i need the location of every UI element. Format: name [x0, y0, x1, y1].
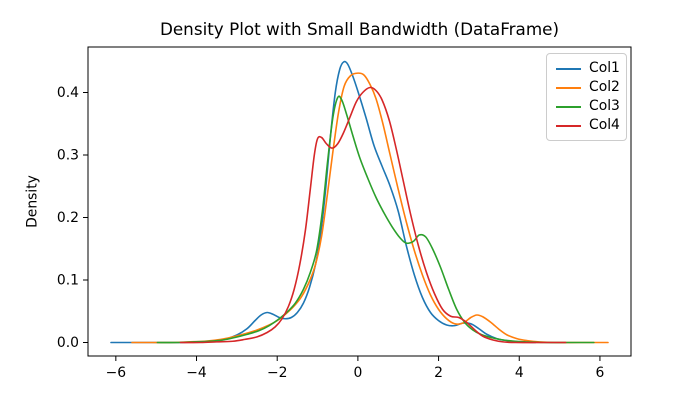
- axes-frame: [87, 46, 632, 357]
- y-tick-label: 0.1: [57, 273, 79, 289]
- legend-label: Col1: [589, 60, 620, 76]
- legend: Col1 Col2 Col3 Col4: [546, 53, 627, 141]
- series-line-col3: [156, 95, 595, 344]
- legend-label: Col3: [589, 98, 620, 114]
- y-tick-label: 0.3: [57, 148, 79, 164]
- x-tick-label: 4: [515, 365, 524, 381]
- legend-item-col2: Col2: [556, 78, 620, 97]
- legend-line-swatch-col1: [556, 67, 581, 70]
- legend-item-col3: Col3: [556, 97, 620, 116]
- legend-label: Col2: [589, 79, 620, 95]
- legend-label: Col4: [589, 117, 620, 133]
- x-tick-label: 0: [353, 365, 362, 381]
- x-tick-label: 6: [596, 365, 605, 381]
- y-tick-label: 0.0: [57, 335, 79, 351]
- y-tick-label: 0.2: [57, 210, 79, 226]
- x-tick-label: −2: [267, 365, 287, 381]
- series-line-col4: [179, 86, 567, 344]
- x-tick-label: 2: [434, 365, 443, 381]
- legend-line-swatch-col4: [556, 124, 581, 127]
- y-tick-label: 0.4: [57, 85, 79, 101]
- legend-item-col4: Col4: [556, 116, 620, 135]
- series-line-col1: [110, 60, 537, 344]
- legend-item-col1: Col1: [556, 59, 620, 78]
- y-axis-label: Density: [24, 175, 41, 228]
- x-tick-label: −6: [106, 365, 126, 381]
- series-line-col2: [131, 72, 609, 344]
- chart-title: Density Plot with Small Bandwidth (DataF…: [159, 19, 560, 39]
- legend-line-swatch-col3: [556, 105, 581, 108]
- x-tick-label: −4: [186, 365, 207, 381]
- legend-line-swatch-col2: [556, 86, 581, 89]
